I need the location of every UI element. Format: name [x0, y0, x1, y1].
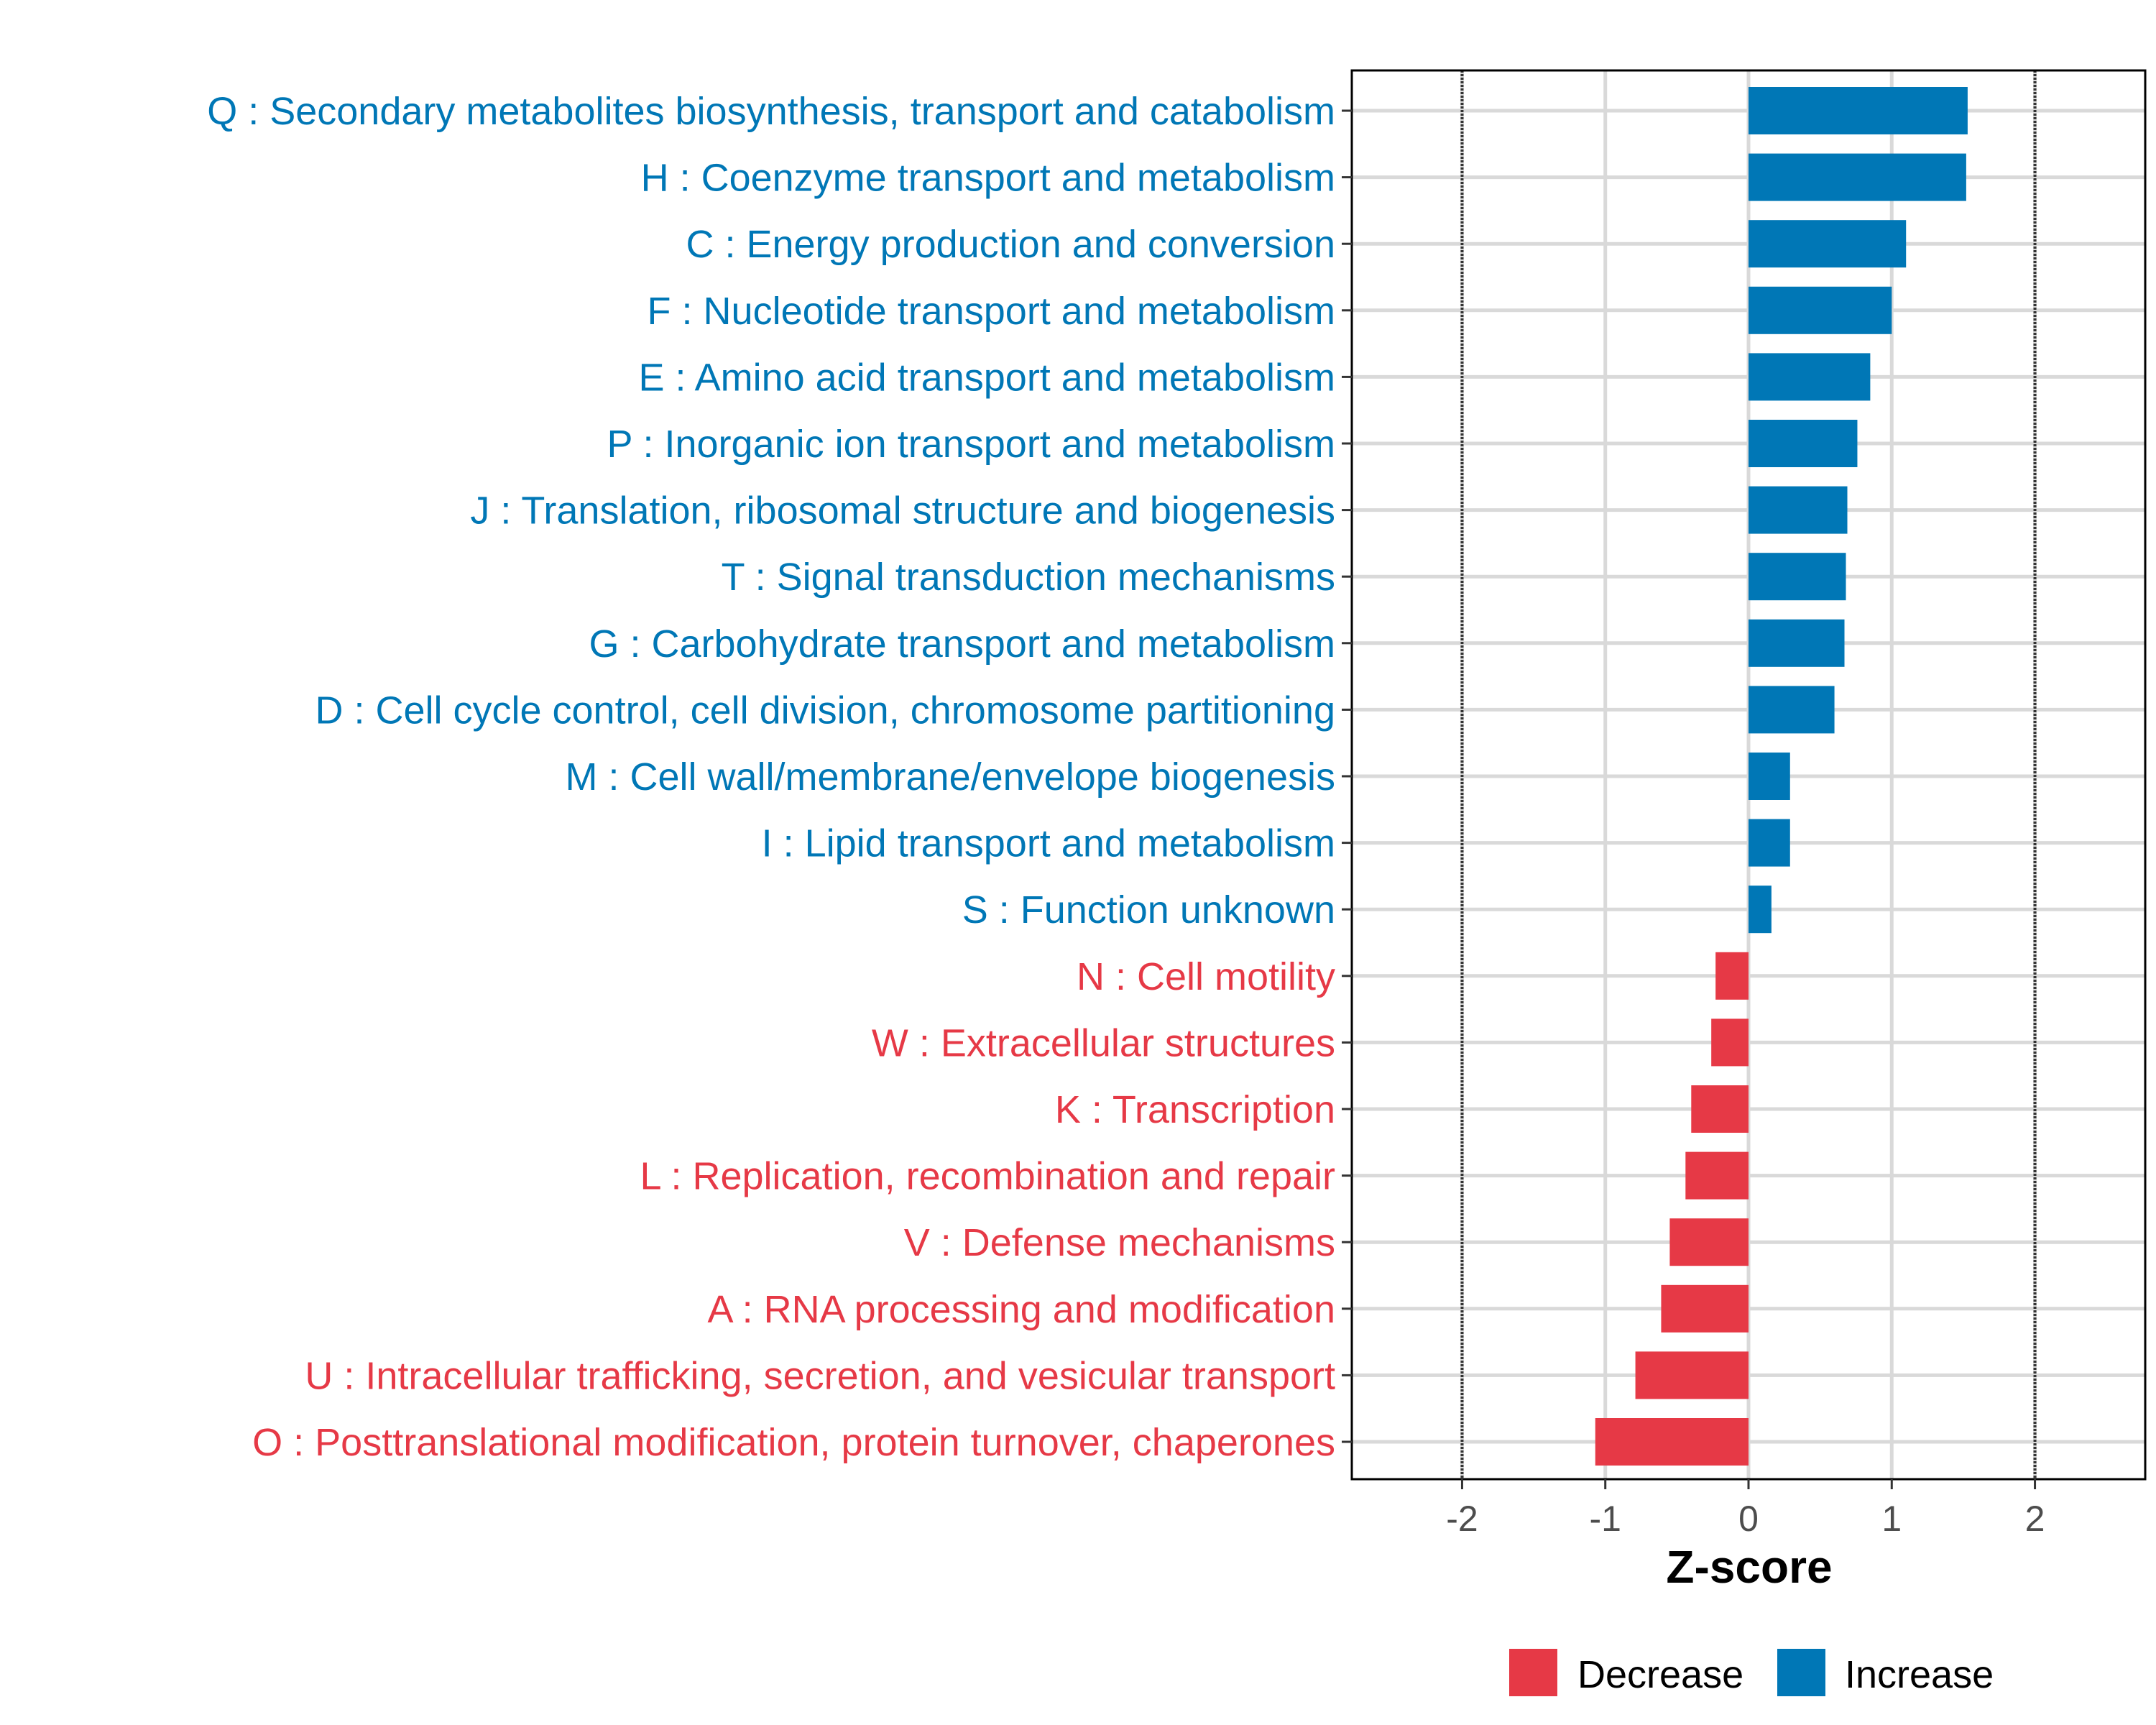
bar — [1749, 553, 1846, 601]
category-label: I : Lipid transport and metabolism — [762, 822, 1335, 865]
bar — [1749, 153, 1966, 201]
category-label: Q : Secondary metabolites biosynthesis, … — [207, 90, 1335, 133]
legend-label-increase: Increase — [1845, 1653, 1994, 1696]
category-label: H : Coenzyme transport and metabolism — [641, 157, 1335, 200]
bar — [1635, 1351, 1749, 1399]
bar — [1669, 1218, 1749, 1266]
category-label: C : Energy production and conversion — [686, 223, 1335, 266]
legend-label-decrease: Decrease — [1577, 1653, 1743, 1696]
category-label: S : Function unknown — [962, 888, 1335, 932]
bar — [1691, 1085, 1749, 1133]
x-tick-label: 1 — [1881, 1499, 1902, 1539]
category-label: T : Signal transduction mechanisms — [722, 556, 1335, 599]
x-tick-label: -1 — [1589, 1499, 1621, 1539]
bar — [1749, 886, 1772, 934]
x-tick-labels: -2 -1 0 1 2 — [1446, 1479, 2045, 1539]
category-label: V : Defense mechanisms — [904, 1221, 1335, 1264]
bar — [1749, 353, 1871, 401]
reference-lines — [1460, 70, 2037, 1479]
category-label: L : Replication, recombination and repai… — [640, 1155, 1335, 1198]
category-label: D : Cell cycle control, cell division, c… — [315, 689, 1335, 732]
x-axis-title: Z-score — [1666, 1541, 1832, 1593]
x-tick-label: 2 — [2025, 1499, 2045, 1539]
category-label: M : Cell wall/membrane/envelope biogenes… — [565, 755, 1335, 799]
category-label: K : Transcription — [1055, 1088, 1335, 1131]
x-tick-label: 0 — [1738, 1499, 1759, 1539]
category-label: P : Inorganic ion transport and metaboli… — [607, 423, 1335, 466]
bar — [1685, 1151, 1749, 1200]
legend-swatch-increase — [1777, 1649, 1825, 1696]
category-label: E : Amino acid transport and metabolism — [639, 356, 1335, 399]
bar — [1749, 619, 1845, 667]
bar — [1749, 819, 1790, 867]
legend-swatch-decrease — [1509, 1649, 1557, 1696]
bar — [1749, 220, 1907, 268]
category-label: N : Cell motility — [1077, 955, 1335, 998]
category-label: W : Extracellular structures — [872, 1021, 1335, 1064]
category-label: F : Nucleotide transport and metabolism — [648, 290, 1335, 333]
bar — [1749, 686, 1835, 734]
bars — [1595, 87, 1968, 1466]
bar — [1749, 286, 1892, 334]
bar — [1749, 420, 1858, 467]
category-label: G : Carbohydrate transport and metabolis… — [589, 622, 1336, 666]
x-tick-label: -2 — [1446, 1499, 1478, 1539]
bar — [1749, 87, 1968, 134]
bar — [1661, 1284, 1749, 1333]
bar — [1715, 952, 1749, 1000]
category-label: U : Intracellular trafficking, secretion… — [305, 1354, 1335, 1397]
bar — [1749, 753, 1790, 800]
bar — [1595, 1418, 1749, 1466]
bar — [1749, 486, 1848, 534]
category-labels: Q : Secondary metabolites biosynthesis, … — [207, 90, 1352, 1464]
category-label: J : Translation, ribosomal structure and… — [470, 489, 1335, 533]
category-label: A : RNA processing and modification — [708, 1288, 1335, 1331]
bar — [1711, 1018, 1749, 1067]
legend: Decrease Increase — [1509, 1649, 1994, 1696]
category-label: O : Posttranslational modification, prot… — [252, 1421, 1335, 1464]
